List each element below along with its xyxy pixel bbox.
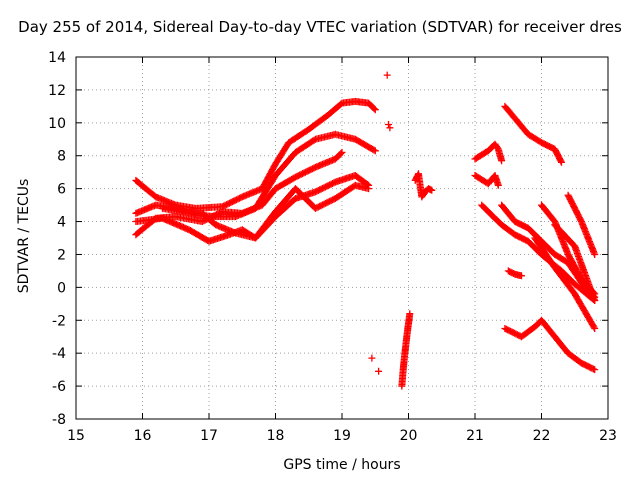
y-tick-label: 10 — [48, 116, 66, 132]
x-tick-label: 22 — [533, 428, 551, 444]
x-tick-label: 15 — [67, 428, 85, 444]
x-tick-label: 20 — [400, 428, 418, 444]
data-point — [557, 157, 565, 165]
data-point — [383, 71, 391, 79]
x-tick-label: 19 — [333, 428, 351, 444]
data-point — [498, 157, 506, 165]
y-tick-label: 4 — [57, 215, 66, 231]
y-tick-label: -8 — [52, 412, 66, 428]
x-tick-label: 17 — [200, 428, 218, 444]
data-point — [375, 367, 383, 375]
y-tick-label: 12 — [48, 83, 66, 99]
chart-title: Day 255 of 2014, Sidereal Day-to-day VTE… — [18, 18, 622, 36]
data-point — [518, 272, 525, 280]
data-point — [385, 121, 392, 128]
x-tick-label: 18 — [267, 428, 285, 444]
data-point — [591, 366, 599, 374]
x-axis-label: GPS time / hours — [283, 457, 401, 473]
data-point — [494, 181, 502, 189]
data-point — [337, 150, 345, 157]
x-tick-label: 21 — [466, 428, 484, 444]
data-point — [370, 105, 378, 113]
x-tick-label: 23 — [599, 428, 617, 444]
axis-ticks — [75, 56, 609, 420]
data-point — [591, 251, 599, 258]
y-tick-label: -4 — [52, 346, 66, 362]
data-point — [591, 297, 599, 304]
y-tick-label: 8 — [57, 149, 66, 165]
data-point — [371, 147, 379, 155]
data-points — [132, 71, 599, 390]
data-point — [365, 185, 373, 193]
y-tick-label: -6 — [52, 379, 66, 395]
data-point — [558, 158, 565, 166]
data-point — [386, 124, 394, 132]
y-tick-label: 2 — [57, 247, 66, 263]
y-tick-labels: -8 -6 -4 -2 0 2 4 6 8 10 12 14 — [48, 50, 66, 428]
data-point — [406, 310, 414, 318]
y-tick-label: 6 — [57, 182, 66, 198]
x-tick-labels: 15 16 17 18 19 20 21 22 23 — [67, 428, 617, 444]
data-point — [338, 148, 346, 156]
x-tick-label: 16 — [134, 428, 152, 444]
data-point — [590, 323, 598, 331]
y-axis-label: SDTVAR / TECUs — [16, 178, 32, 294]
y-tick-label: -2 — [52, 313, 66, 329]
data-point — [371, 106, 379, 114]
data-point — [368, 354, 376, 362]
y-tick-label: 14 — [48, 50, 66, 66]
data-point — [591, 325, 599, 332]
data-point — [428, 186, 436, 194]
y-tick-label: 0 — [57, 280, 66, 296]
data-point — [370, 146, 378, 154]
